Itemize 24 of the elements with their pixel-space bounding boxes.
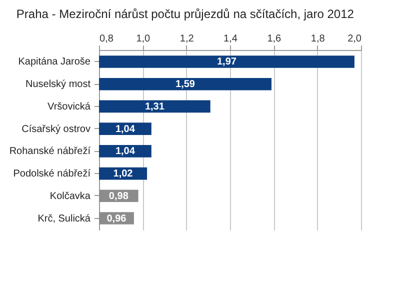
data-label: 1,59 [176,79,196,90]
data-label: 1,31 [144,101,165,112]
chart-title: Praha - Meziroční nárůst počtu průjezdů na sčítačích, jaro 2012 [16,7,354,21]
y-tick-label: Kapitána Jaroše [18,56,91,68]
data-label: 1,04 [115,124,136,135]
data-label: 0,96 [106,213,127,224]
y-tick-label: Vršovická [48,101,91,112]
x-tick-label: 1,8 [310,34,326,44]
x-tick-label: 1,2 [180,34,194,44]
data-label: 1,97 [216,56,237,68]
data-label: 1,02 [113,168,134,180]
y-tick-label: Podolské nábřeží [13,168,91,180]
x-tick-label: 1,4 [224,34,238,44]
y-tick-label: Krč, Sulická [38,213,91,224]
y-tick-label: Císařský ostrov [22,124,90,135]
y-tick-label: Nuselský most [25,79,91,90]
y-tick-label: Kolčavka [50,190,91,202]
x-tick-label: 0,8 [100,34,114,44]
y-tick-label: Rohanské nábřeží [9,146,91,158]
data-label: 0,98 [108,190,129,202]
x-tick-label: 1,6 [267,34,282,44]
data-label: 1,04 [115,146,136,158]
x-tick-label: 1,0 [136,34,151,44]
x-tick-label: 2,0 [348,34,362,44]
